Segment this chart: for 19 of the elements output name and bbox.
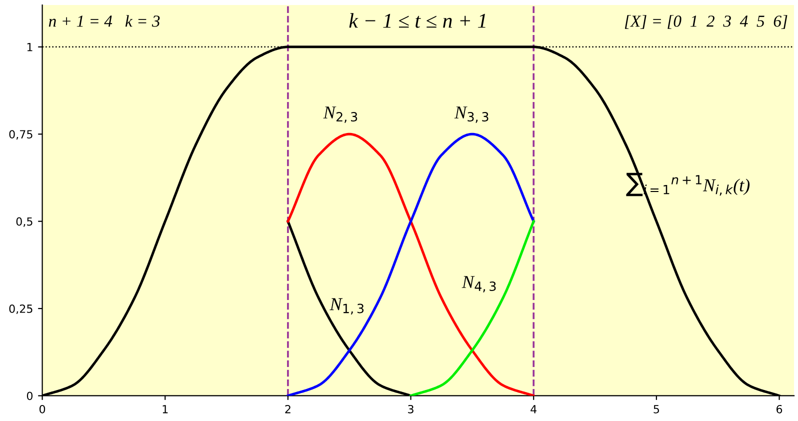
series-label: N$_{2,3}$	[323, 106, 358, 123]
series-label: N$_{3,3}$	[454, 106, 488, 123]
y-tick-label: 0	[26, 392, 33, 400]
x-tick-label: 4	[530, 405, 537, 414]
y-tick-label: 1	[27, 43, 32, 52]
series-label: N$_{4,3}$	[462, 276, 496, 292]
y-tick-label: 0,25	[9, 304, 32, 314]
x-tick-label: 3	[408, 404, 414, 414]
chart-title: k − 1 ≤ t ≤ n + 1	[349, 13, 486, 28]
series-label: N$_{1,3}$	[330, 298, 364, 315]
x-tick-label: 2	[285, 404, 290, 414]
annotation: n + 1 = 4 k = 3	[48, 15, 160, 27]
x-tick-label: 5	[654, 405, 660, 414]
x-tick-label: 6	[776, 404, 782, 414]
y-tick-label: 0,5	[16, 217, 32, 227]
x-tick-label: 1	[162, 405, 168, 414]
x-tick-label: 0	[39, 404, 46, 414]
y-tick-label: 0,75	[9, 130, 32, 140]
annotation: [X] = [0 1 2 3 4 5 6]	[624, 15, 788, 29]
